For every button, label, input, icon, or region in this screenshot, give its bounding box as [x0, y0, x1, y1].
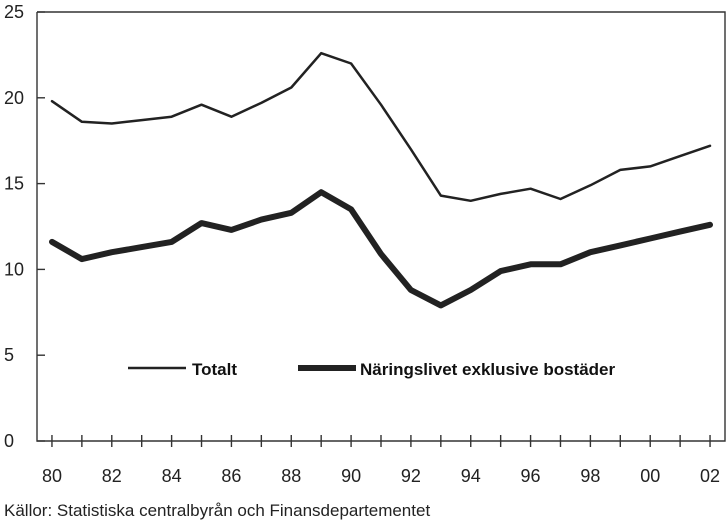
series-line-naringslivet [49, 189, 713, 309]
x-tick-label: 90 [341, 466, 361, 486]
plot-frame [36, 11, 726, 442]
y-tick-label: 20 [4, 88, 24, 108]
x-tick-label: 86 [221, 466, 241, 486]
x-tick-label: 92 [401, 466, 421, 486]
y-tick-label: 10 [4, 259, 24, 279]
y-tick-label: 15 [4, 174, 24, 194]
legend-label-totalt: Totalt [192, 360, 237, 379]
x-axis: 80 82 84 86 88 90 92 94 96 98 00 02 [42, 435, 720, 486]
x-tick-label: 84 [162, 466, 182, 486]
series-line-totalt [50, 51, 712, 203]
x-tick-label: 88 [281, 466, 301, 486]
x-tick-label: 94 [461, 466, 481, 486]
y-tick-label: 0 [4, 431, 14, 451]
y-tick-label: 5 [4, 345, 14, 365]
series-lines [49, 51, 713, 309]
x-tick-label: 80 [42, 466, 62, 486]
x-tick-label: 00 [640, 466, 660, 486]
plot-border [36, 11, 726, 442]
x-tick-label: 98 [580, 466, 600, 486]
x-tick-label: 96 [521, 466, 541, 486]
x-tick-label: 82 [102, 466, 122, 486]
legend-label-naringslivet: Näringslivet exklusive bostäder [360, 360, 615, 379]
y-tick-label: 25 [4, 2, 24, 22]
source-note: Källor: Statistiska centralbyrån och Fin… [4, 501, 430, 520]
y-axis: 0 5 10 15 20 25 [4, 2, 45, 451]
legend: Totalt Näringslivet exklusive bostäder [128, 360, 615, 379]
x-tick-label: 02 [700, 466, 720, 486]
